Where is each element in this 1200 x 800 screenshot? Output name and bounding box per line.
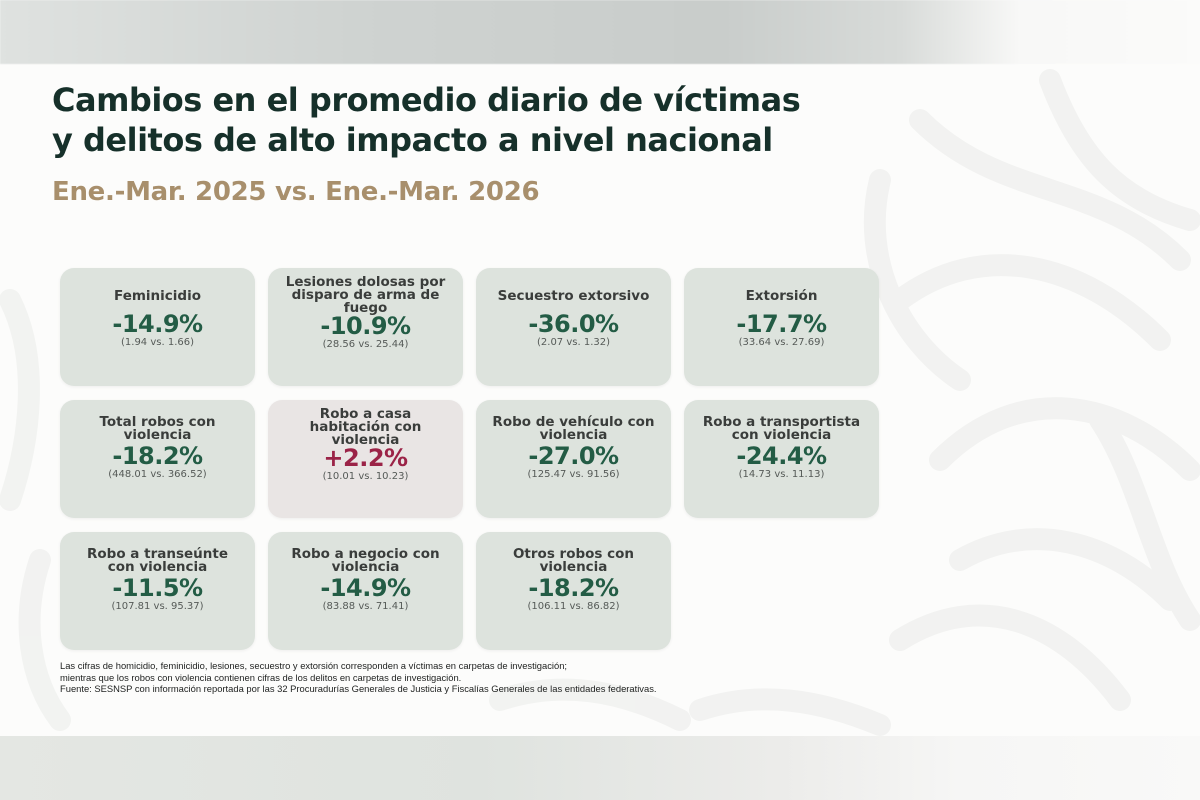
card-comparison: (2.07 vs. 1.32) xyxy=(537,337,610,348)
card-change-value: -18.2% xyxy=(112,442,203,470)
page-title: Cambios en el promedio diario de víctima… xyxy=(52,80,801,160)
stat-card-robo-vehiculo: Robo de vehículo con violencia -27.0% (1… xyxy=(476,400,671,518)
card-comparison: (1.94 vs. 1.66) xyxy=(121,337,194,348)
card-label: Robo a transportista con violencia xyxy=(702,414,861,443)
card-comparison: (125.47 vs. 91.56) xyxy=(527,469,620,480)
card-comparison: (10.01 vs. 10.23) xyxy=(322,471,409,482)
title-line-1: Cambios en el promedio diario de víctima… xyxy=(52,81,801,119)
bottom-photo-band xyxy=(0,736,1200,800)
stat-card-secuestro-extorsivo: Secuestro extorsivo -36.0% (2.07 vs. 1.3… xyxy=(476,268,671,386)
card-comparison: (106.11 vs. 86.82) xyxy=(527,601,620,612)
stat-card-feminicidio: Feminicidio -14.9% (1.94 vs. 1.66) xyxy=(60,268,255,386)
card-comparison: (107.81 vs. 95.37) xyxy=(111,601,204,612)
card-change-value: -24.4% xyxy=(736,442,827,470)
footnote-line-3: Fuente: SESNSP con información reportada… xyxy=(60,683,657,694)
stat-card-extorsion: Extorsión -17.7% (33.64 vs. 27.69) xyxy=(684,268,879,386)
stat-card-robo-transeunte: Robo a transeúnte con violencia -11.5% (… xyxy=(60,532,255,650)
stat-card-lesiones-dolosas: Lesiones dolosas por disparo de arma de … xyxy=(268,268,463,386)
card-label: Extorsión xyxy=(745,288,818,304)
footnote-line-1: Las cifras de homicidio, feminicidio, le… xyxy=(60,660,568,671)
card-change-value: -27.0% xyxy=(528,442,619,470)
card-comparison: (33.64 vs. 27.69) xyxy=(738,337,825,348)
title-line-2: y delitos de alto impacto a nivel nacion… xyxy=(52,121,773,159)
card-comparison: (448.01 vs. 366.52) xyxy=(108,469,207,480)
card-label: Secuestro extorsivo xyxy=(497,288,650,304)
source-footnote: Las cifras de homicidio, feminicidio, le… xyxy=(60,660,657,695)
card-change-value: -18.2% xyxy=(528,574,619,602)
card-comparison: (83.88 vs. 71.41) xyxy=(322,601,409,612)
stat-card-otros-robos: Otros robos con violencia -18.2% (106.11… xyxy=(476,532,671,650)
card-label: Robo a casa habitación con violencia xyxy=(309,406,422,448)
card-change-value: -36.0% xyxy=(528,310,619,338)
card-label: Robo de vehículo con violencia xyxy=(492,414,655,443)
card-label: Total robos con violencia xyxy=(99,414,216,443)
stat-card-robo-casa-habitacion: Robo a casa habitación con violencia +2.… xyxy=(268,400,463,518)
stat-card-total-robos-violencia: Total robos con violencia -18.2% (448.01… xyxy=(60,400,255,518)
card-change-value: +2.2% xyxy=(323,444,408,472)
card-change-value: -10.9% xyxy=(320,312,411,340)
card-change-value: -17.7% xyxy=(736,310,827,338)
card-label: Robo a negocio con violencia xyxy=(291,546,440,575)
top-photo-band xyxy=(0,0,1200,64)
card-label: Feminicidio xyxy=(114,288,201,304)
period-subtitle: Ene.-Mar. 2025 vs. Ene.-Mar. 2026 xyxy=(52,177,540,207)
card-comparison: (28.56 vs. 25.44) xyxy=(322,339,409,350)
footnote-line-2: mientras que los robos con violencia con… xyxy=(60,671,462,683)
card-change-value: -11.5% xyxy=(112,574,203,602)
card-label: Lesiones dolosas por disparo de arma de … xyxy=(285,274,446,316)
card-label: Otros robos con violencia xyxy=(512,546,635,575)
card-comparison: (14.73 vs. 11.13) xyxy=(738,469,825,480)
card-change-value: -14.9% xyxy=(112,310,203,338)
stat-card-robo-transportista: Robo a transportista con violencia -24.4… xyxy=(684,400,879,518)
card-change-value: -14.9% xyxy=(320,574,411,602)
card-label: Robo a transeúnte con violencia xyxy=(87,546,228,575)
stat-card-robo-negocio: Robo a negocio con violencia -14.9% (83.… xyxy=(268,532,463,650)
